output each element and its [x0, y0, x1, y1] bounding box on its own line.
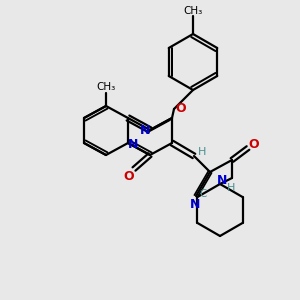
Text: O: O [249, 137, 259, 151]
Text: C: C [199, 189, 207, 199]
Text: CH₃: CH₃ [96, 82, 116, 92]
Text: H: H [198, 147, 206, 157]
Text: H: H [227, 183, 235, 193]
Text: N: N [140, 124, 150, 137]
Text: O: O [124, 169, 134, 182]
Text: CH₃: CH₃ [183, 6, 202, 16]
Text: N: N [190, 197, 200, 211]
Text: O: O [176, 101, 186, 115]
Text: N: N [128, 137, 138, 151]
Text: N: N [217, 175, 227, 188]
